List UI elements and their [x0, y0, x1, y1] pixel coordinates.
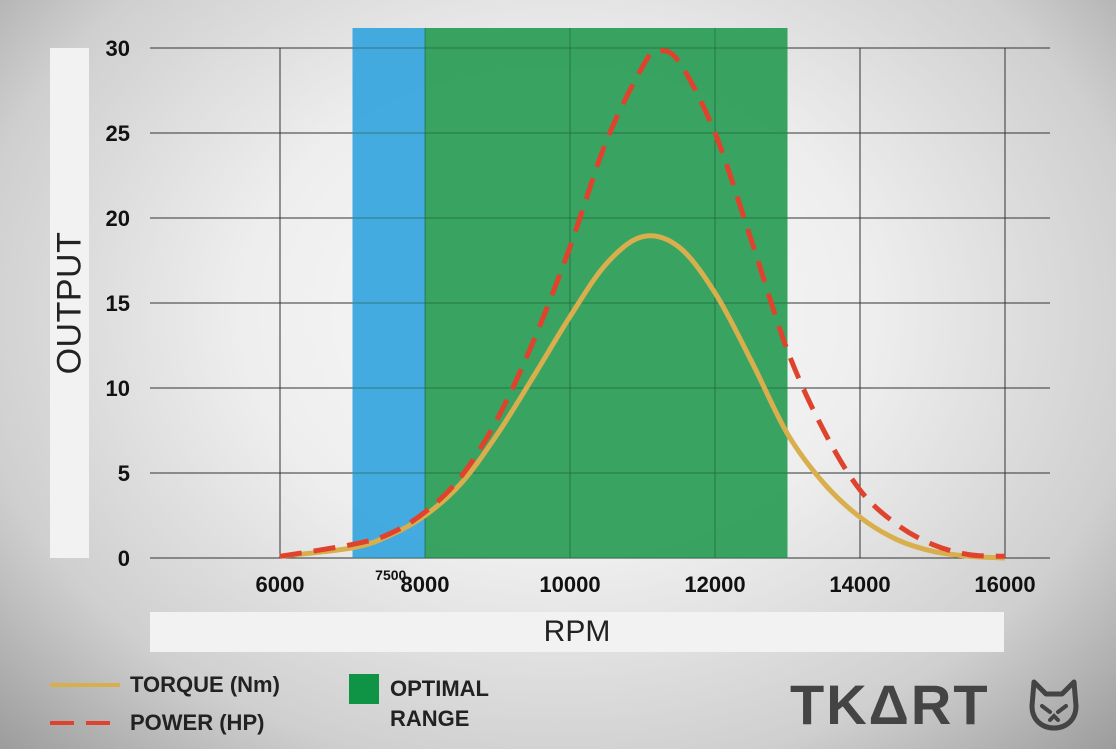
power-swatch — [50, 721, 120, 725]
blue-band — [352, 28, 425, 558]
legend-item-torque: TORQUE (Nm) — [50, 672, 280, 698]
y-tick-label: 20 — [106, 206, 130, 231]
y-tick-label: 25 — [106, 121, 130, 146]
x-tick-label: 16000 — [974, 572, 1035, 597]
optimal-swatch — [349, 674, 379, 704]
x-tick-label: 8000 — [401, 572, 450, 597]
legend-item-optimal — [349, 674, 379, 704]
x-tick-label: 14000 — [829, 572, 890, 597]
x-axis-label: RPM — [543, 615, 611, 648]
y-tick-label: 10 — [106, 376, 130, 401]
legend-label-optimal-line2: RANGE — [390, 706, 470, 731]
x-tick-label-minor: 7500 — [375, 567, 406, 583]
torque-swatch — [50, 683, 120, 687]
y-tick-label: 15 — [106, 291, 130, 316]
torque-line — [279, 233, 1006, 561]
legend-label-power: POWER (HP) — [130, 710, 265, 735]
optimal-range-band — [425, 28, 788, 558]
y-tick-label: 0 — [118, 546, 130, 571]
y-tick-label: 5 — [118, 461, 130, 486]
x-axis-label-box: RPM — [150, 612, 1004, 652]
x-tick-label: 6000 — [256, 572, 305, 597]
x-tick-label: 12000 — [684, 572, 745, 597]
cat-head-icon — [1026, 676, 1082, 737]
power-line — [279, 48, 1006, 559]
y-axis-label-box — [50, 48, 89, 558]
brand-logo: TKΔRT — [790, 673, 990, 736]
y-tick-label: 30 — [106, 36, 130, 61]
legend-item-power: POWER (HP) — [50, 710, 264, 736]
legend-label-optimal-line1: OPTIMAL — [390, 676, 489, 701]
legend-label-torque: TORQUE (Nm) — [130, 672, 280, 697]
legend-label-optimal: OPTIMAL RANGE — [390, 674, 489, 734]
x-tick-label: 10000 — [539, 572, 600, 597]
